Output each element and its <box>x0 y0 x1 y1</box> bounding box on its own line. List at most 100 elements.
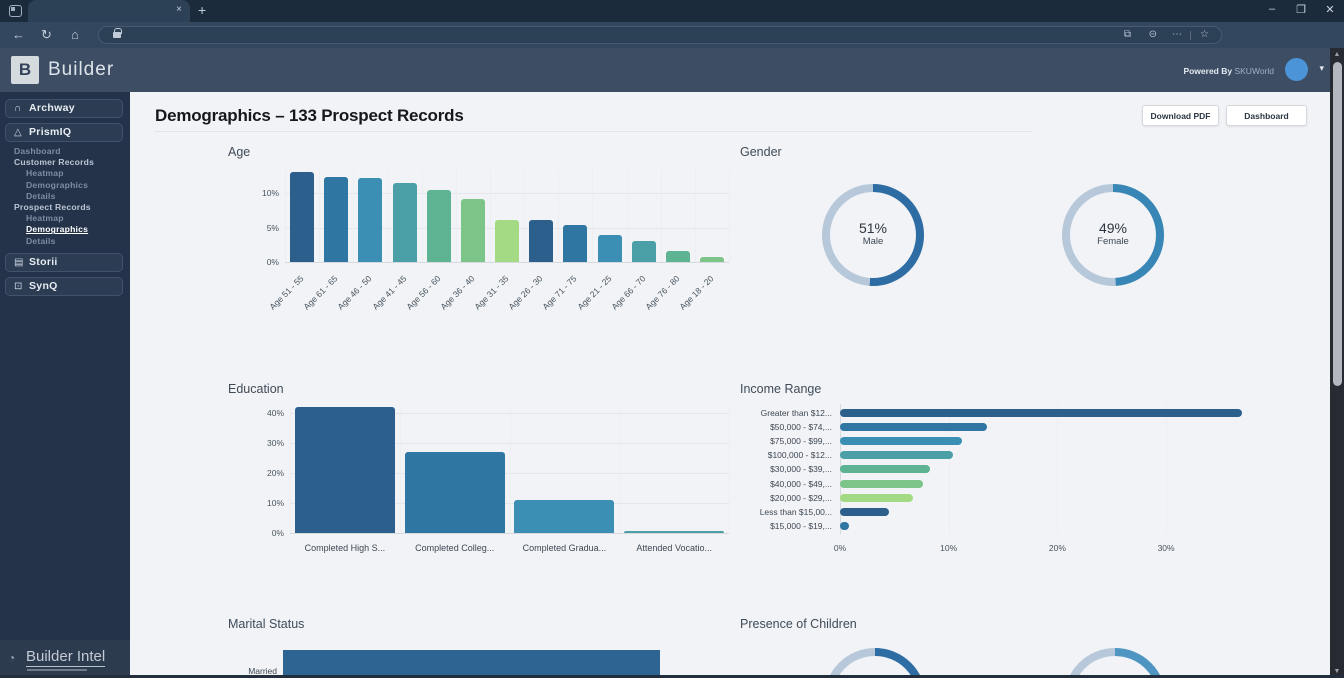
x-label: Completed Colleg... <box>415 543 495 553</box>
y-label: $40,000 - $49,... <box>770 478 832 489</box>
sidebar-item-storii[interactable]: ▤ Storii <box>5 253 123 272</box>
bar-age-41-45 <box>392 183 417 262</box>
window-minimize-button[interactable]: – <box>1268 3 1276 15</box>
sidebar-nav-heatmap[interactable]: Heatmap <box>26 213 64 224</box>
sidebar-nav-prospect-records: Prospect Records <box>14 201 91 212</box>
gridline <box>285 169 286 262</box>
bar-age-31-35 <box>495 219 519 262</box>
address-bar[interactable]: ⧉ ⊝ ⋯ ☆ <box>98 26 1222 44</box>
y-tick: 40% <box>266 408 284 418</box>
chart-marital-status: Marital Status Married <box>225 610 740 678</box>
browser-workspaces-icon[interactable] <box>9 5 22 17</box>
donut-female-label: 49% Female <box>1073 220 1153 247</box>
gridline <box>421 169 423 262</box>
x-label: Completed Gradua... <box>522 543 607 553</box>
gridline <box>319 169 321 262</box>
powered-by-label: Powered By SKUWorld <box>1183 66 1274 76</box>
bar-less-than-15-00 <box>840 507 889 516</box>
browser-tab[interactable]: × <box>28 0 190 22</box>
sidebar-item-synq[interactable]: ⊡ SynQ <box>5 277 123 296</box>
swirl-logo-icon: ◔ <box>8 651 16 665</box>
gridline <box>524 169 526 262</box>
gridline <box>455 169 457 262</box>
tab-close-icon[interactable]: × <box>176 4 182 15</box>
scroll-down-icon[interactable]: ▼ <box>1333 668 1341 675</box>
back-icon[interactable]: ← <box>12 27 25 42</box>
bar-75-000-99 <box>840 437 962 446</box>
window-maximize-button[interactable]: ❐ <box>1296 4 1306 16</box>
archway-icon: ∩ <box>14 103 22 114</box>
donut-label: Male <box>862 236 884 247</box>
y-tick: 5% <box>266 222 279 233</box>
x-label: Attended Vocatio... <box>636 543 712 553</box>
chart-presence-of-children: Presence of Children <box>740 610 1255 678</box>
chart-age: Age 0% 5% 10% Age 51 - 55 Age 61 - 65 Age 46 -… <box>225 145 740 367</box>
bar-40-000-49 <box>840 479 923 488</box>
sidebar-item-archway[interactable]: ∩ Archway <box>5 99 123 118</box>
donut-male-label: 51% Male <box>833 220 913 247</box>
y-label: $100,000 - $12... <box>767 450 832 461</box>
gridline <box>387 169 389 262</box>
sidebar-nav-heatmap[interactable]: Heatmap <box>26 168 64 179</box>
new-tab-button[interactable]: + <box>198 2 207 18</box>
scrollbar-thumb[interactable] <box>1332 62 1342 386</box>
chevron-down-icon[interactable]: ▾ <box>1319 63 1324 73</box>
gridline <box>285 193 729 194</box>
bar-15-000-19 <box>840 521 849 530</box>
x-tick: 20% <box>1048 543 1066 553</box>
gridline <box>729 408 730 533</box>
builder-intel-tagline <box>27 669 87 671</box>
donut-children-1 <box>824 648 926 678</box>
bar-20-000-29 <box>840 493 913 502</box>
gridline <box>626 169 628 262</box>
bar-age-46-50 <box>358 177 383 262</box>
home-icon[interactable]: ⌂ <box>71 27 79 42</box>
bar-completed-colleg <box>404 452 505 533</box>
gridline <box>509 408 511 533</box>
sidebar-nav-demographics[interactable]: Demographics <box>26 179 89 190</box>
y-label: Married <box>248 666 277 676</box>
y-label: $15,000 - $19,... <box>770 520 832 531</box>
window-close-button[interactable]: ✕ <box>1325 4 1335 16</box>
favorite-star-icon[interactable]: ☆ <box>1200 29 1209 40</box>
window-bottom-edge <box>0 675 1344 678</box>
extensions-ellipsis-icon[interactable]: ⋯ <box>1172 29 1182 40</box>
gridline <box>729 169 730 262</box>
share-icon[interactable]: ⧉ <box>1123 29 1131 40</box>
zoom-icon[interactable]: ⊝ <box>1148 29 1157 40</box>
bar-age-36-40 <box>460 199 485 262</box>
bar-completed-high-s <box>294 407 395 533</box>
y-label: $30,000 - $39,... <box>770 464 832 475</box>
page-scrollbar[interactable]: ▲ ▼ <box>1330 48 1344 678</box>
refresh-icon[interactable]: ↻ <box>41 27 52 42</box>
y-label: $50,000 - $74,... <box>770 422 832 433</box>
prism-icon: △ <box>14 127 22 138</box>
gridline <box>353 169 355 262</box>
bar-attended-vocatio <box>624 531 725 533</box>
pill-divider <box>1190 31 1191 40</box>
dashboard-button[interactable]: Dashboard <box>1226 105 1307 126</box>
scroll-up-icon[interactable]: ▲ <box>1333 51 1341 58</box>
sidebar-nav-demographics[interactable]: Demographics <box>26 224 89 235</box>
x-label: Completed High S... <box>304 543 386 553</box>
sidebar-nav-details[interactable]: Details <box>26 190 56 201</box>
download-pdf-button[interactable]: Download PDF <box>1142 105 1219 126</box>
browser-tab-strip: × + – ❐ ✕ <box>0 0 1344 22</box>
builder-intel-logo[interactable]: Builder Intel <box>26 648 106 667</box>
y-tick: 30% <box>266 438 284 448</box>
donut-label: Female <box>1097 236 1129 247</box>
y-label: Less than $15,00... <box>759 506 832 517</box>
sidebar-nav-dashboard[interactable]: Dashboard <box>14 146 61 156</box>
x-tick: 0% <box>833 543 847 553</box>
gridline <box>948 404 950 534</box>
donut-children-2 <box>1064 648 1166 678</box>
sidebar-item-prismiq[interactable]: △ PrismIQ <box>5 123 123 142</box>
sidebar-nav-details[interactable]: Details <box>26 235 56 246</box>
y-tick: 10% <box>261 188 279 198</box>
gridline <box>1057 404 1059 534</box>
y-label: $75,000 - $99,... <box>770 436 832 447</box>
chart-title-education: Education <box>228 382 284 396</box>
user-avatar[interactable] <box>1285 58 1308 81</box>
app-name: Builder <box>48 59 115 80</box>
bar-30-000-39 <box>840 465 931 474</box>
